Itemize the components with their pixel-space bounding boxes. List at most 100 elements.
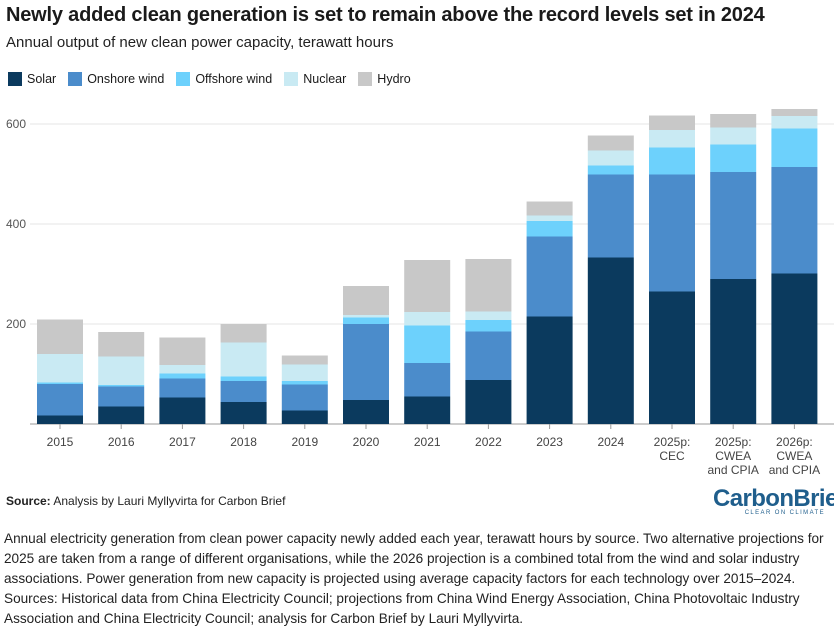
stacked-bar-chart: 200 400 600 2015 2016 2017 2018 2019 2020 2021 202… — [6, 109, 834, 477]
bar-segment — [771, 167, 818, 274]
bar-segment — [710, 279, 757, 424]
legend-item: Solar — [8, 72, 56, 86]
source-note: Source: Analysis by Lauri Myllyvirta for… — [6, 494, 285, 508]
chart-title: Newly added clean generation is set to r… — [6, 4, 765, 26]
carbon-brief-logo: CarbonBrief CLEAR ON CLIMATE — [713, 485, 834, 517]
legend-swatch — [8, 72, 22, 86]
x-tick-label-line: 2017 — [169, 435, 196, 449]
x-tick-label: 2015 — [47, 435, 74, 449]
bar-segment — [526, 215, 573, 221]
x-tick-label-line: 2018 — [230, 435, 257, 449]
bar-segment — [98, 386, 145, 407]
bar-segment — [649, 130, 695, 148]
bar-segment — [710, 114, 757, 128]
source-text: Analysis by Lauri Myllyvirta for Carbon … — [50, 494, 286, 508]
bar-segment — [37, 354, 83, 383]
bar-segment — [526, 221, 573, 237]
bar-segment — [710, 144, 757, 172]
x-tick-label-line: 2021 — [414, 435, 441, 449]
x-tick-label: 2026p: CWEA and CPIA — [769, 435, 820, 477]
x-tick-label: 2020 — [353, 435, 380, 449]
x-tick-label-line: CEC — [659, 449, 685, 463]
bar-segment — [587, 174, 634, 258]
source-label: Source: — [6, 494, 51, 508]
bar-segment — [526, 201, 573, 216]
bar-segment — [404, 260, 451, 312]
bar-segment — [343, 317, 389, 324]
bar-segment — [281, 384, 328, 411]
x-tick-label: 2017 — [169, 435, 196, 449]
legend: Solar Onshore wind Offshore wind Nuclear Hyd… — [8, 72, 411, 86]
x-tick-label-line: 2023 — [536, 435, 563, 449]
bar-segment — [649, 115, 695, 130]
chart-subtitle: Annual output of new clean power capacit… — [6, 34, 394, 51]
brand-tagline: CLEAR ON CLIMATE — [744, 510, 825, 516]
bar-segment — [649, 174, 695, 292]
bar-segment — [404, 396, 451, 424]
x-tick-label-line: 2020 — [353, 435, 380, 449]
x-tick-label: 2022 — [475, 435, 502, 449]
legend-item: Onshore wind — [68, 72, 164, 86]
x-tick-label: 2025p: CWEA and CPIA — [708, 435, 759, 477]
x-tick-label: 2019 — [291, 435, 318, 449]
bar-segment — [587, 165, 634, 175]
bar-segment — [159, 397, 206, 424]
bar-segment — [159, 337, 206, 365]
legend-label: Hydro — [377, 72, 411, 86]
bar-segment — [526, 236, 573, 317]
bar-segment — [587, 257, 634, 424]
bar-segment — [159, 378, 206, 398]
legend-label: Onshore wind — [87, 72, 165, 86]
x-tick-label-line: 2019 — [291, 435, 318, 449]
bar-segment — [649, 291, 695, 424]
bar-segment — [404, 325, 451, 363]
bar-segment — [159, 373, 206, 379]
x-tick-label-line: CWEA — [715, 449, 751, 463]
legend-item: Hydro — [358, 72, 411, 86]
bar-segment — [281, 355, 328, 365]
x-tick-label: 2024 — [597, 435, 624, 449]
legend-label: Solar — [27, 72, 57, 86]
bar-segment — [37, 384, 83, 416]
bar-segment — [220, 376, 267, 381]
bar-segment — [220, 402, 267, 424]
bar-segment — [710, 172, 757, 279]
bar-segment — [37, 319, 83, 354]
bar-segment — [220, 324, 267, 343]
bar-segment — [771, 273, 818, 424]
bar-segment — [281, 364, 328, 381]
y-tick-label: 400 — [6, 217, 26, 231]
bar-segment — [404, 312, 451, 326]
x-tick-label-line: 2025p: — [715, 435, 752, 449]
bar-segment — [587, 135, 634, 151]
bar-segment — [98, 332, 145, 357]
legend-swatch — [68, 72, 83, 86]
x-tick-label: 2025p: CEC — [654, 435, 691, 463]
bar-segment — [465, 331, 512, 380]
bar-segment — [771, 128, 818, 167]
legend-swatch — [284, 72, 299, 86]
x-tick-label-line: 2015 — [47, 435, 74, 449]
legend-swatch — [358, 72, 373, 86]
legend-item: Offshore wind — [176, 72, 272, 86]
bar-segment — [710, 127, 757, 145]
y-tick-label: 600 — [6, 117, 26, 131]
x-tick-label-line: and CPIA — [708, 463, 759, 477]
bar-segment — [465, 311, 512, 320]
bar-segment — [343, 400, 389, 424]
bar-segment — [37, 382, 83, 384]
bar-segment — [343, 286, 389, 315]
x-tick-label: 2021 — [414, 435, 441, 449]
bar-segment — [771, 109, 818, 116]
legend-swatch — [176, 72, 191, 86]
bar-segment — [220, 342, 267, 377]
bar-segment — [465, 320, 512, 332]
bar-segment — [220, 381, 267, 402]
x-tick-label-line: 2026p: — [776, 435, 813, 449]
bar-segment — [343, 315, 389, 318]
legend-item: Nuclear — [284, 72, 346, 86]
x-tick-label-line: 2024 — [597, 435, 624, 449]
bar-segment — [281, 381, 328, 385]
brand-name: CarbonBrief — [713, 485, 834, 512]
x-tick-label-line: 2022 — [475, 435, 502, 449]
